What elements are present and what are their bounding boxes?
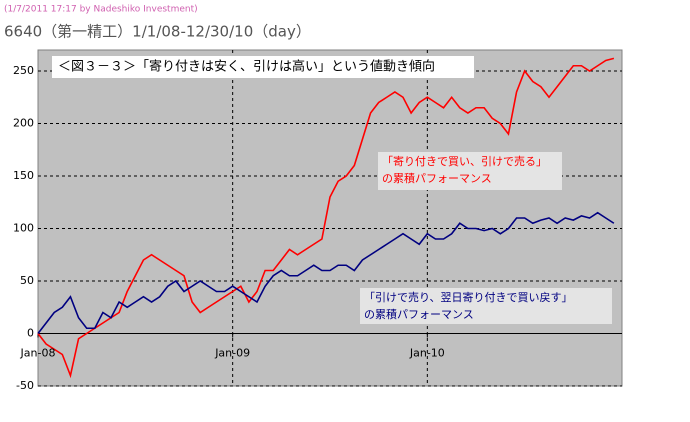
chart-title: 6640（第一精工）1/1/08-12/30/10（day） (4, 23, 311, 41)
annotation-box (378, 152, 562, 190)
y-tick-label: 0 (27, 327, 34, 340)
y-tick-label: -50 (16, 379, 34, 392)
series-line (37, 57, 615, 379)
annotation-text: 「寄り付きで買い、引けで売る」 (382, 154, 547, 168)
annotation-text: の累積パフォーマンス (364, 307, 474, 321)
x-tick-label: Jan-10 (409, 347, 445, 360)
annotation-box (360, 288, 612, 324)
plot-area (37, 49, 623, 387)
header: (1/7/2011 17:17 by Nadeshiko Investment) (4, 5, 198, 15)
subtitle-box (52, 56, 474, 78)
y-tick-label: 200 (13, 117, 34, 130)
annotation-text: 「引けで売り、翌日寄り付きで買い戻す」 (364, 290, 573, 304)
annotation-text: の累積パフォーマンス (382, 171, 492, 185)
y-tick-label: 100 (13, 222, 34, 235)
chart-subtitle: ＜図３－３＞「寄り付きは安く、引けは高い」という値動き傾向 (58, 59, 435, 75)
x-tick-label: Jan-09 (214, 347, 250, 360)
y-tick-label: 50 (20, 274, 34, 287)
y-tick-label: 250 (13, 64, 34, 77)
y-tick-label: 150 (13, 169, 34, 182)
series-line (37, 211, 615, 334)
x-tick-label: Jan-08 (20, 347, 56, 360)
